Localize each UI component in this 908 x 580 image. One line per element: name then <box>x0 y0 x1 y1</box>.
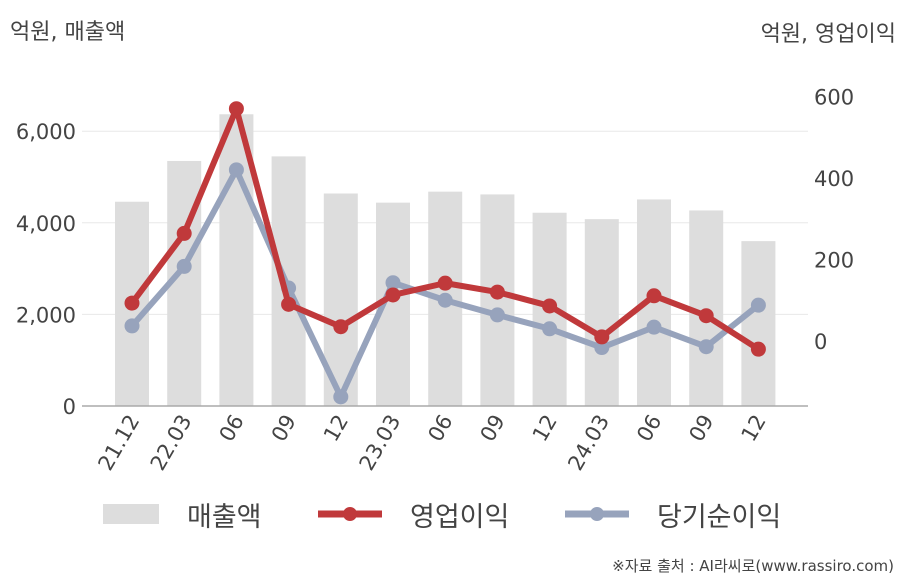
left-axis-unit: 억원, 매출액 <box>10 20 126 45</box>
x-axis-ticks: 21.12 22.03 06 09 12 23.03 06 09 12 24.03 06 09 12 <box>93 411 770 475</box>
combo-chart: 0 2,000 4,000 6,000 0 200 400 600 21.12 22.03 06… <box>16 86 854 475</box>
x-tick-label: 24.03 <box>563 411 614 475</box>
operating-profit-point <box>698 308 714 324</box>
revenue-bar <box>584 219 619 406</box>
legend-label-revenue: 매출액 <box>187 501 262 533</box>
revenue-bar <box>741 241 776 406</box>
left-tick-label: 6,000 <box>16 120 76 144</box>
right-axis-unit: 억원, 영업이익 <box>760 22 896 47</box>
operating-profit-point <box>489 284 505 300</box>
x-tick-label: 09 <box>267 411 301 446</box>
legend-label-net-income: 당기순이익 <box>657 501 782 533</box>
legend-item-net-income: 당기순이익 <box>565 494 781 534</box>
x-tick-label: 22.03 <box>146 411 197 475</box>
x-tick-label: 06 <box>423 411 457 446</box>
operating-profit-point <box>124 295 140 311</box>
net-income-point <box>437 292 453 308</box>
operating-profit-point <box>646 288 662 304</box>
net-income-point <box>542 321 558 337</box>
profit-lines <box>124 101 766 405</box>
left-tick-label: 4,000 <box>16 212 76 236</box>
net-income-point <box>646 319 662 335</box>
x-tick-label: 06 <box>632 411 666 446</box>
right-tick-label: 200 <box>814 249 854 273</box>
x-tick-label: 21.12 <box>93 411 144 475</box>
right-tick-label: 400 <box>814 167 854 191</box>
x-tick-label: 12 <box>528 411 562 446</box>
left-tick-label: 0 <box>63 395 76 419</box>
net-income-point <box>228 162 244 178</box>
legend-label-operating-profit: 영업이익 <box>410 501 510 533</box>
legend-item-operating-profit: 영업이익 <box>318 494 509 534</box>
operating-profit-point <box>281 296 297 312</box>
revenue-bar <box>480 194 515 406</box>
net-income-point <box>489 307 505 323</box>
right-tick-label: 600 <box>814 86 854 110</box>
operating-profit-point <box>542 298 558 314</box>
operating-profit-point <box>594 329 610 345</box>
source-note: ※자료 출처 : AI라씨로(www.rassiro.com) <box>612 557 894 575</box>
net-income-point <box>124 318 140 334</box>
right-tick-label: 0 <box>814 330 827 354</box>
legend-swatch-operating-profit <box>318 507 382 521</box>
net-income-point <box>333 389 349 405</box>
operating-profit-point <box>437 275 453 291</box>
net-income-point <box>698 339 714 355</box>
legend-swatch-revenue <box>103 504 159 524</box>
x-tick-label: 06 <box>215 411 249 446</box>
net-income-point <box>594 340 610 356</box>
legend-item-revenue: 매출액 <box>103 494 262 534</box>
right-axis-ticks: 0 200 400 600 <box>814 86 854 355</box>
operating-profit-point <box>385 287 401 303</box>
legend-swatch-net-income <box>565 507 629 521</box>
x-tick-label: 09 <box>476 411 510 446</box>
operating-profit-point <box>176 225 192 241</box>
x-tick-label: 09 <box>684 411 718 446</box>
x-tick-label: 12 <box>319 411 353 446</box>
operating-profit-point <box>333 319 349 335</box>
left-axis-ticks: 0 2,000 4,000 6,000 <box>16 120 76 419</box>
x-tick-label: 23.03 <box>354 411 405 475</box>
net-income-point <box>176 258 192 274</box>
legend: 매출액 영업이익 당기순이익 <box>0 494 908 534</box>
operating-profit-point <box>750 341 766 357</box>
x-tick-label: 12 <box>737 411 771 446</box>
operating-profit-point <box>228 101 244 117</box>
left-tick-label: 2,000 <box>16 303 76 327</box>
net-income-point <box>385 275 401 291</box>
net-income-point <box>750 297 766 313</box>
